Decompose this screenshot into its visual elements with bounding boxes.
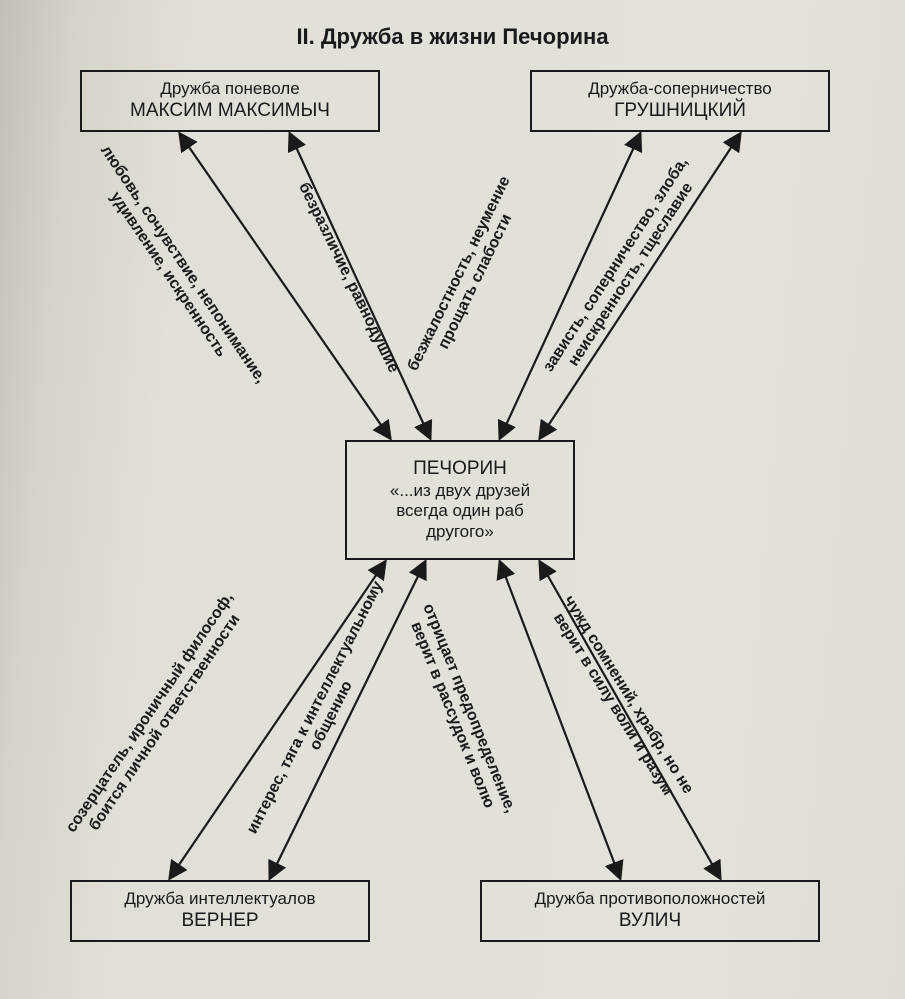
- edge-label: безразличие, равнодушие: [294, 180, 402, 376]
- node-grushnitsky: Дружба-соперничество ГРУШНИЦКИЙ: [530, 70, 830, 132]
- diagram-title: II. Дружба в жизни Печорина: [296, 24, 608, 50]
- edge-label: зависть, соперничество, злоба, неискренн…: [540, 154, 708, 385]
- node-subtitle: Дружба поневоле: [160, 79, 299, 99]
- edge-label: созерцатель, ироничный философ, боится л…: [63, 589, 253, 846]
- node-main: МАКСИМ МАКСИМЫЧ: [130, 100, 330, 123]
- node-main: «...из двух друзей всегда один раб друго…: [390, 481, 530, 542]
- edge-label: интерес, тяга к интеллектуальному общени…: [244, 578, 404, 845]
- node-pechorin: ПЕЧОРИН «...из двух друзей всегда один р…: [345, 440, 575, 560]
- node-verner: Дружба интеллектуалов ВЕРНЕР: [70, 880, 370, 942]
- node-main: ВЕРНЕР: [181, 910, 258, 933]
- node-main: ГРУШНИЦКИЙ: [614, 100, 746, 123]
- node-subtitle: ПЕЧОРИН: [413, 458, 507, 481]
- node-subtitle: Дружба-соперничество: [588, 79, 772, 99]
- page-background: II. Дружба в жизни Печорина Дружба понев…: [0, 0, 905, 999]
- edge-label: любовь, сочувствие, непонимание, удивлен…: [81, 142, 270, 397]
- edge-label: чужд сомнений, храбр, но не верит в силу…: [543, 593, 696, 808]
- node-subtitle: Дружба противоположностей: [535, 889, 766, 909]
- edge-label: отрицает предопределение, верит в рассуд…: [401, 601, 519, 823]
- node-vulich: Дружба противоположностей ВУЛИЧ: [480, 880, 820, 942]
- node-subtitle: Дружба интеллектуалов: [124, 889, 315, 909]
- node-maksim-maksimych: Дружба поневоле МАКСИМ МАКСИМЫЧ: [80, 70, 380, 132]
- node-main: ВУЛИЧ: [619, 910, 681, 933]
- edge-label: безжалостность, неумение прощать слабост…: [405, 174, 532, 383]
